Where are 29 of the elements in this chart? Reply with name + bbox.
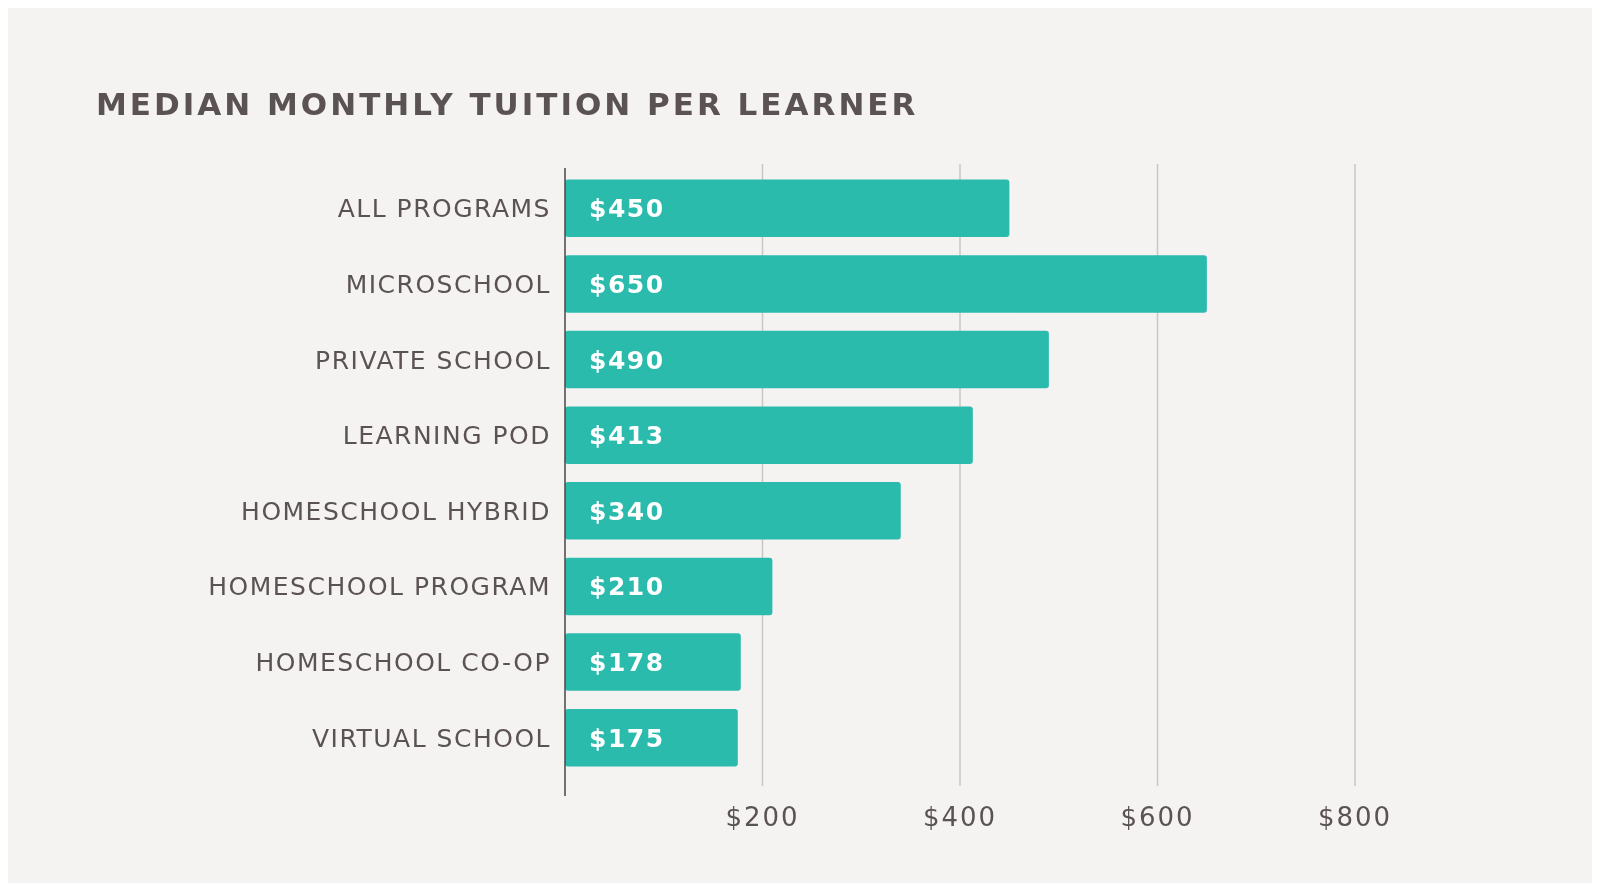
data-label: $413 [589,421,665,451]
x-tick-label: $800 [1317,802,1393,832]
x-tick-label: $600 [1120,802,1195,832]
y-tick-label: LEARNING POD [342,421,551,451]
data-label: $340 [589,496,665,526]
data-label: $175 [589,723,665,753]
bar [565,482,901,540]
x-tick-label: $400 [922,802,998,832]
bar [565,708,738,767]
data-label: $450 [589,194,665,224]
data-label: $490 [589,345,665,375]
bar [565,633,741,691]
y-tick-label: MICROSCHOOL [345,269,551,299]
chart-title: MEDIAN MONTHLY TUITION PER LEARNER [96,86,919,122]
y-tick-label: VIRTUAL SCHOOL [312,723,551,753]
y-tick-label: HOMESCHOOL CO-OP [255,648,551,678]
y-tick-label: HOMESCHOOL PROGRAM [208,572,551,602]
data-label: $210 [589,572,665,602]
bar [565,255,1207,313]
data-label: $178 [589,648,665,678]
x-tick-label: $200 [725,802,800,832]
bar [565,557,773,616]
bar [565,406,973,464]
bar [565,330,1049,389]
y-tick-label: ALL PROGRAMS [337,194,551,224]
y-tick-label: HOMESCHOOL HYBRID [241,496,551,526]
y-tick-label: PRIVATE SCHOOL [315,345,551,375]
data-label: $650 [589,269,665,299]
bar [565,179,1010,238]
